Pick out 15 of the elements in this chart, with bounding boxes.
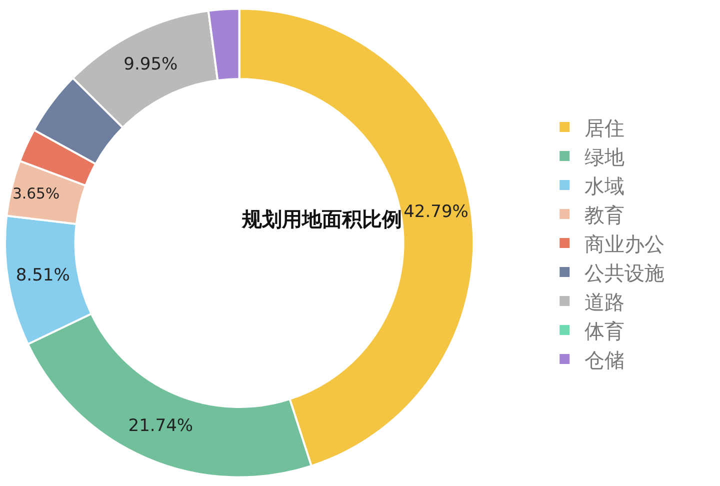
legend-label: 道路: [584, 290, 625, 314]
legend-label: 水域: [584, 174, 625, 198]
legend-label: 仓储: [584, 348, 625, 372]
legend-label: 体育: [584, 318, 625, 343]
data-label: 42.79%: [404, 202, 468, 222]
legend-label: 教育: [584, 202, 625, 227]
data-label: 8.51%: [16, 266, 70, 286]
data-label: 3.65%: [12, 184, 60, 202]
data-label: 21.74%: [128, 416, 194, 436]
data-label: 9.95%: [124, 54, 178, 75]
legend-label: 居住: [584, 116, 625, 140]
text: 规划用地面积比例: [241, 207, 402, 231]
legend-label: 公共设施: [584, 260, 665, 285]
legend-label: 绿地: [584, 144, 625, 169]
legend-label: 商业办公: [584, 232, 665, 256]
